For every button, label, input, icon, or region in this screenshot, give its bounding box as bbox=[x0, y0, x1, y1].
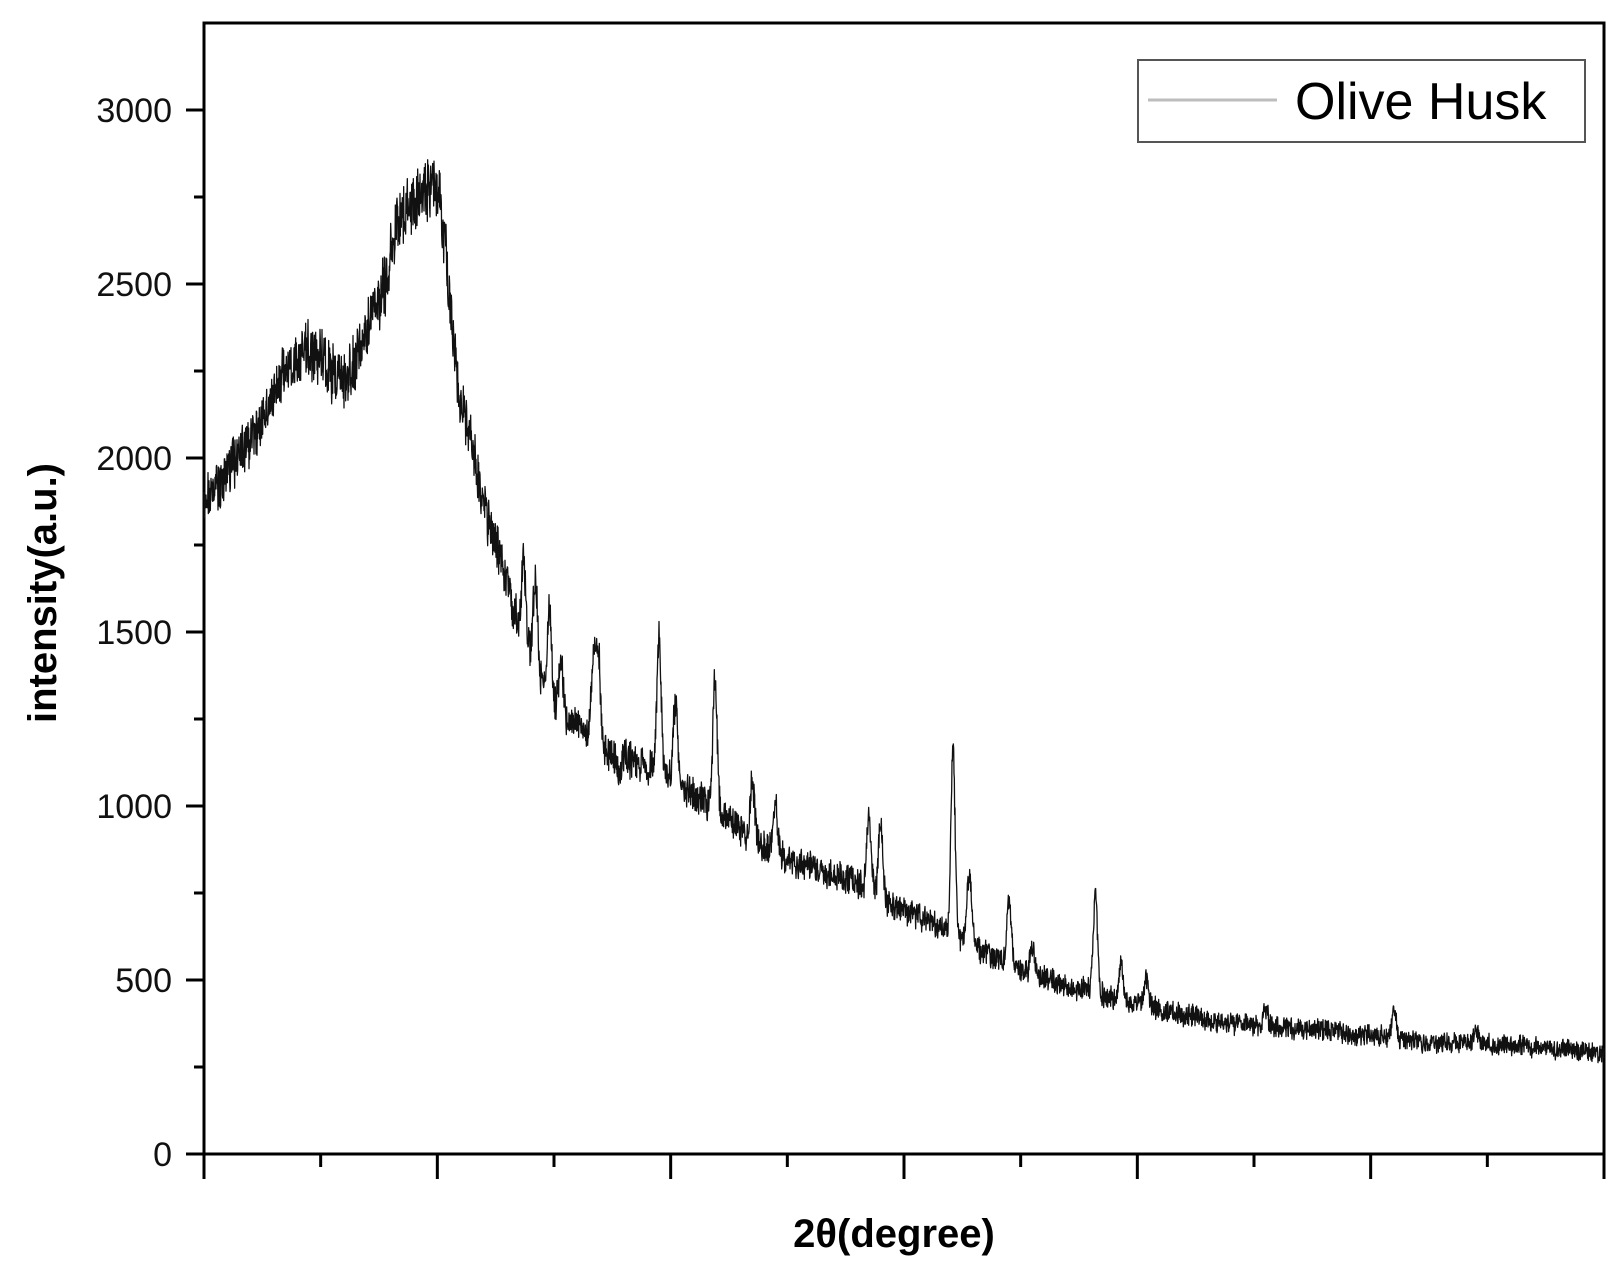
y-tick-label: 500 bbox=[115, 962, 172, 1000]
x-axis-title: 2θ(degree) bbox=[793, 1212, 995, 1256]
y-axis-ticks: 0 500 1000 1500 2000 2500 3000 bbox=[96, 92, 204, 1174]
legend-entry-olive-husk: Olive Husk bbox=[1295, 73, 1547, 131]
y-tick-label: 1500 bbox=[96, 614, 172, 652]
x-axis-ticks bbox=[202, 1154, 1606, 1179]
y-tick-label: 2000 bbox=[96, 440, 172, 478]
y-axis-title: intensity(a.u.) bbox=[21, 463, 65, 723]
y-tick-label: 1000 bbox=[96, 788, 172, 826]
y-tick-label: 2500 bbox=[96, 266, 172, 304]
legend-box bbox=[1137, 59, 1586, 143]
y-tick-label: 3000 bbox=[96, 92, 172, 130]
series-layer bbox=[203, 159, 1605, 1064]
series-line-olive-husk bbox=[203, 159, 1605, 1064]
y-tick-label: 0 bbox=[153, 1136, 172, 1174]
legend: Olive Husk bbox=[1137, 59, 1586, 143]
